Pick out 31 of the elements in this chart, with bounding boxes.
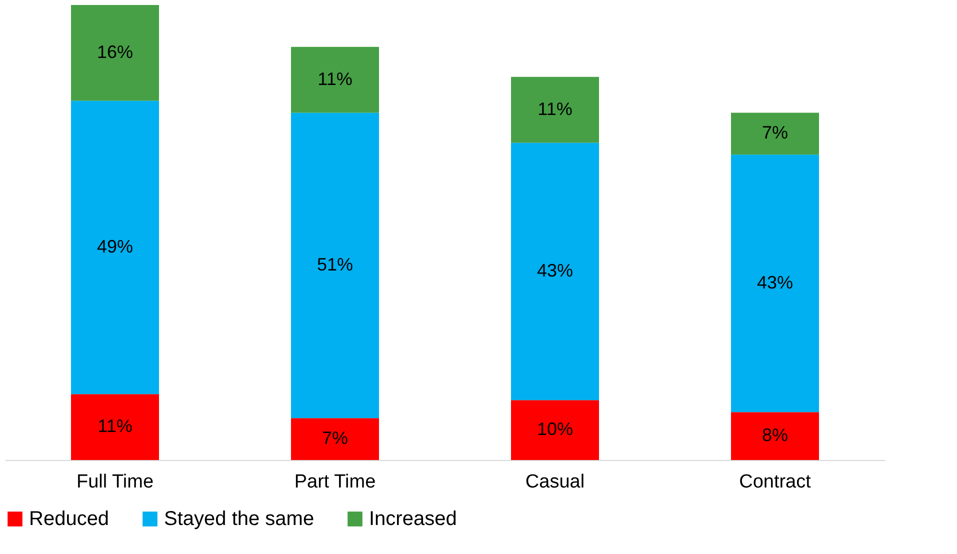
bar xyxy=(511,400,599,460)
legend-label: Reduced xyxy=(29,508,110,530)
legend-label: Stayed the same xyxy=(164,508,314,530)
legend-label: Increased xyxy=(369,508,457,530)
bar xyxy=(71,100,159,394)
x-tick-label: Full Time xyxy=(76,472,154,492)
x-tick-label: Contract xyxy=(739,472,812,492)
data-label: 43% xyxy=(536,260,574,280)
data-label: 7% xyxy=(762,122,788,143)
data-label: 43% xyxy=(756,272,794,292)
data-label: 16% xyxy=(96,42,134,62)
data-label: 7% xyxy=(322,428,348,448)
bar xyxy=(291,112,379,418)
bar xyxy=(731,412,819,460)
data-label: 11% xyxy=(318,68,352,89)
data-label: 11% xyxy=(538,98,572,119)
bar xyxy=(731,154,819,412)
data-label: 49% xyxy=(96,236,134,256)
data-label: 10% xyxy=(536,419,574,440)
data-label: 11% xyxy=(98,416,132,436)
bar xyxy=(291,418,379,460)
data-label: 8% xyxy=(762,425,788,446)
bar xyxy=(511,76,599,143)
bar xyxy=(291,46,379,113)
x-tick-label: Casual xyxy=(525,472,585,492)
bar xyxy=(731,112,819,155)
bar xyxy=(511,142,599,400)
bar xyxy=(71,394,159,460)
data-label: 51% xyxy=(316,254,354,274)
x-tick-label: Part Time xyxy=(294,472,376,492)
bar xyxy=(71,5,159,101)
